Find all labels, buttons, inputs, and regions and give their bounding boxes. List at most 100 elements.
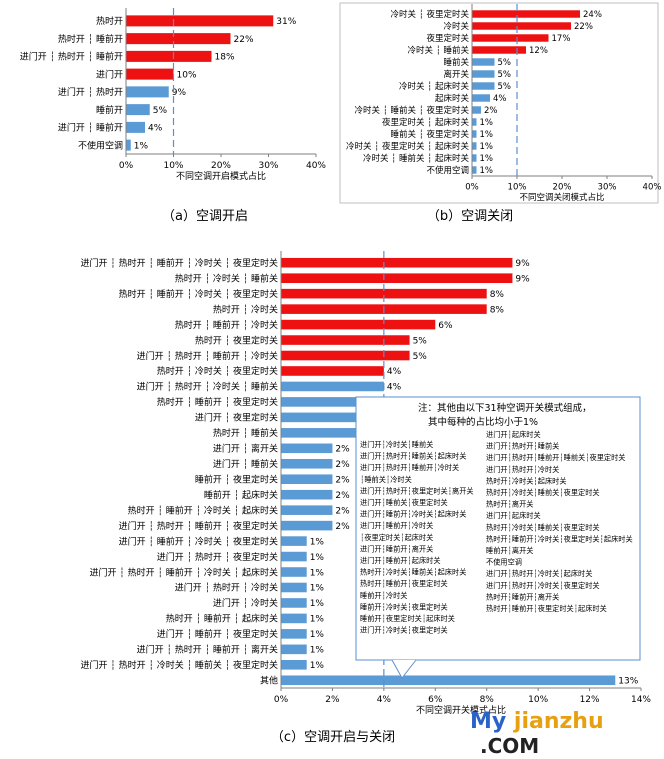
chart-c-tick-label: 12% bbox=[580, 695, 600, 705]
chart-a-category-label: 进门开 ┆ 热时开 bbox=[58, 86, 123, 98]
chart-c-data-label: 9% bbox=[515, 259, 530, 269]
chart-c-bar bbox=[281, 675, 616, 686]
chart-b-bar bbox=[472, 70, 495, 78]
chart-b-x-axis-title: 不同空调关闭模式占比 bbox=[519, 192, 604, 203]
chart-c-bar bbox=[281, 489, 333, 500]
chart-c-data-label: 8% bbox=[490, 290, 505, 300]
annotation-item: 睡前开┆夜里定时关┆起床时关 bbox=[360, 614, 455, 623]
chart-c-bar bbox=[281, 536, 307, 546]
chart-a-bar bbox=[126, 121, 145, 133]
chart-a-bar bbox=[126, 50, 212, 62]
chart-b-category-label: 冷时关 ┆ 睡前关 ┆ 夜里定时关 bbox=[354, 105, 469, 116]
annotation-box bbox=[355, 396, 641, 661]
chart-c-tick-label: 10% bbox=[528, 695, 548, 705]
chart-c-category-label: 热时开 ┆ 睡前开 ┆ 起床时关 bbox=[166, 613, 278, 625]
chart-b-category-label: 睡前关 ┆ 夜里定时关 bbox=[390, 129, 469, 140]
annotation-item: 进门开┆起床时关 bbox=[486, 430, 541, 439]
chart-c-bar bbox=[281, 660, 307, 670]
chart-c-category-label: 进门开 ┆ 热时开 ┆ 冷时关 bbox=[175, 582, 278, 594]
annotation-item: ┆睡前关┆冷时关 bbox=[360, 475, 412, 484]
annotation-item: 热时开┆睡前开┆冷时关┆夜里定时关┆起床时关 bbox=[486, 534, 633, 543]
chart-b-category-label: 冷时关 ┆ 夜里定时关 ┆ 起床时关 bbox=[346, 141, 470, 152]
chart-b-tick-label: 10% bbox=[508, 183, 527, 193]
chart-a-tick-label: 40% bbox=[306, 161, 326, 171]
chart-b-bar bbox=[472, 46, 526, 54]
annotation-item: 热时开┆冷时关┆睡前关┆起床时关 bbox=[360, 568, 466, 577]
chart-a-tick-label: 10% bbox=[163, 161, 183, 171]
chart-b-tick-label: 40% bbox=[643, 183, 662, 193]
chart-a-bar bbox=[126, 33, 231, 45]
chart-c-category-label: 热时开 ┆ 睡前开 ┆ 冷时关 ┆ 起床时关 bbox=[128, 504, 278, 516]
chart-b-bar bbox=[472, 34, 549, 42]
annotation-item: 进门开┆热时开┆夜里定时关┆离开关 bbox=[360, 486, 474, 495]
watermark-tld: .COM bbox=[480, 734, 540, 758]
chart-c-bar bbox=[281, 397, 359, 407]
annotation-item: 热时开┆睡前开┆离开关 bbox=[486, 592, 559, 601]
chart-c-bar bbox=[281, 428, 359, 438]
chart-c-tick-label: 6% bbox=[428, 695, 443, 705]
chart-c-data-label: 1% bbox=[310, 599, 325, 609]
chart-c-caption: （c）空调开启与关闭 bbox=[271, 730, 395, 745]
annotation-item: 不使用空调 bbox=[486, 558, 522, 567]
chart-c-bar bbox=[281, 520, 333, 531]
chart-b-data-label: 1% bbox=[480, 142, 494, 152]
chart-c-category-label: 热时开 ┆ 睡前开 ┆ 冷时关 bbox=[175, 319, 278, 331]
chart-c-category-label: 进门开 ┆ 睡前关 bbox=[213, 458, 278, 470]
chart-b-bar bbox=[472, 10, 580, 18]
chart-b-data-label: 24% bbox=[583, 10, 602, 20]
chart-a-tick-label: 0% bbox=[119, 161, 134, 171]
annotation-item: 热时开┆睡前开┆夜里定时关 bbox=[360, 579, 448, 588]
chart-b-category-label: 睡前关 bbox=[443, 57, 469, 68]
annotation-item: 睡前开┆冷时关┆夜里定时关 bbox=[360, 602, 448, 611]
annotation-item: 进门开┆热时开┆睡前关 bbox=[486, 442, 559, 451]
chart-c-category-label: 睡前开 ┆ 夜里定时关 bbox=[195, 473, 278, 485]
chart-a-category-label: 进门开 bbox=[96, 68, 123, 80]
chart-c-bar bbox=[281, 443, 333, 454]
chart-c-data-label: 1% bbox=[310, 630, 325, 640]
chart-c-category-label: 睡前开 ┆ 起床时关 bbox=[204, 489, 278, 501]
chart-c-data-label: 1% bbox=[310, 661, 325, 671]
annotation-item: 热时开┆冷时关┆起床时关 bbox=[486, 476, 567, 485]
chart-c-category-label: 进门开 ┆ 热时开 ┆ 睡前开 ┆ 冷时关 ┆ 起床时关 bbox=[89, 566, 278, 578]
chart-c-category-label: 进门开 ┆ 热时开 ┆ 睡前开 ┆ 夜里定时关 bbox=[119, 520, 278, 532]
chart-b-bar bbox=[472, 118, 477, 126]
annotation-item: 热时开┆睡前开┆夜里定时关┆起床时关 bbox=[486, 604, 607, 613]
chart-c-data-label: 6% bbox=[438, 321, 453, 331]
chart-a-category-label: 热时开 bbox=[96, 15, 123, 27]
chart-b-data-label: 12% bbox=[529, 46, 548, 56]
annotation-item: ┆夜里定时关┆起床时关 bbox=[360, 533, 433, 542]
chart-c-tick-label: 2% bbox=[325, 695, 340, 705]
chart-a-data-label: 9% bbox=[172, 88, 187, 98]
chart-c-tick-label: 4% bbox=[377, 695, 392, 705]
chart-c-tick-label: 0% bbox=[274, 695, 289, 705]
chart-b-bar bbox=[472, 94, 490, 102]
chart-c-bar bbox=[281, 319, 436, 330]
chart-c-bar bbox=[281, 644, 307, 655]
chart-c-data-label: 1% bbox=[310, 553, 325, 563]
chart-c-bar bbox=[281, 458, 333, 469]
chart-c-bar bbox=[281, 257, 513, 268]
annotation-item: 进门开┆睡前开┆起床时关 bbox=[360, 556, 441, 565]
chart-c-category-label: 进门开 ┆ 热时开 ┆ 睡前开 ┆ 冷时关 ┆ 夜里定时关 bbox=[80, 257, 278, 269]
annotation-item: 进门开┆睡前开┆冷时关┆起床时关 bbox=[360, 510, 466, 519]
chart-b-data-label: 1% bbox=[480, 130, 494, 140]
annotation-item: 进门开┆睡前开┆冷时关 bbox=[360, 521, 433, 530]
chart-b-frame bbox=[339, 2, 659, 204]
annotation-item: 进门开┆热时开┆睡前开┆冷时关 bbox=[360, 463, 459, 472]
chart-c-x-axis-title: 不同空调开关模式占比 bbox=[416, 704, 506, 716]
chart-b-bar bbox=[472, 166, 477, 174]
chart-c-category-label: 进门开 ┆ 热时开 ┆ 夜里定时关 bbox=[157, 551, 278, 563]
chart-b-category-label: 冷时关 ┆ 睡前关 bbox=[407, 45, 469, 56]
chart-a-data-label: 10% bbox=[177, 70, 197, 80]
chart-b-caption: （b）空调关闭 bbox=[427, 209, 513, 224]
chart-c-category-label: 进门开 ┆ 夜里定时关 bbox=[195, 412, 278, 424]
chart-c-bar bbox=[281, 582, 307, 593]
chart-c-tick-label: 8% bbox=[480, 695, 495, 705]
annotation-item: 热时开┆离开关 bbox=[486, 500, 533, 509]
chart-c-data-label: 13% bbox=[618, 677, 638, 687]
chart-c-data-label: 1% bbox=[310, 537, 325, 547]
annotation-item: 进门开┆热时开┆睡前开┆睡前关┆夜里定时关 bbox=[486, 453, 626, 462]
watermark: My jianzhu .COM bbox=[470, 709, 664, 759]
chart-c-bar bbox=[281, 567, 307, 577]
chart-a-data-label: 1% bbox=[134, 141, 149, 151]
